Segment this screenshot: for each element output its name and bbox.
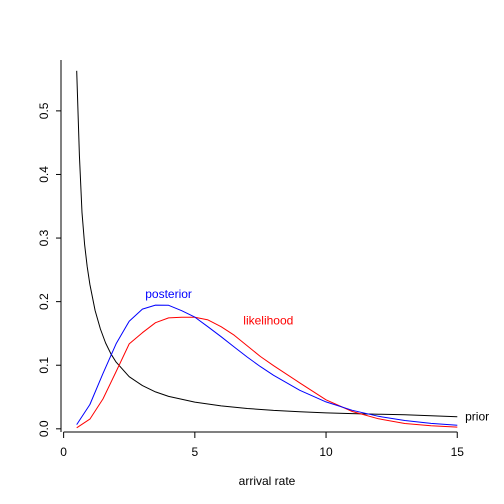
likelihood-label: likelihood [243,314,293,328]
y-tick-label: 0.1 [37,357,51,374]
x-tick-label: 15 [451,445,465,459]
y-tick-label: 0.3 [37,229,51,246]
y-tick-label: 0.4 [37,166,51,183]
plot-labels: prior likelihood posterior [145,287,489,424]
x-tick-label: 10 [319,445,333,459]
x-tick-label: 0 [60,445,67,459]
y-ticks: 0.0 0.1 0.2 0.3 0.4 0.5 [37,102,61,437]
posterior-label: posterior [145,287,192,301]
x-axis-title: arrival rate [239,474,296,488]
likelihood-curve [76,316,458,429]
y-tick-label: 0.5 [37,102,51,119]
axes: 0.0 0.1 0.2 0.3 0.4 0.5 0 5 10 15 arrival rate [37,60,464,488]
posterior-curve [76,304,458,426]
plot-lines [76,70,458,429]
prior-label: prior [465,410,489,424]
x-tick-label: 5 [191,445,198,459]
prior-curve [76,70,458,418]
y-tick-label: 0.2 [37,293,51,310]
x-ticks: 0 5 10 15 [60,432,464,459]
y-tick-label: 0.0 [37,420,51,437]
